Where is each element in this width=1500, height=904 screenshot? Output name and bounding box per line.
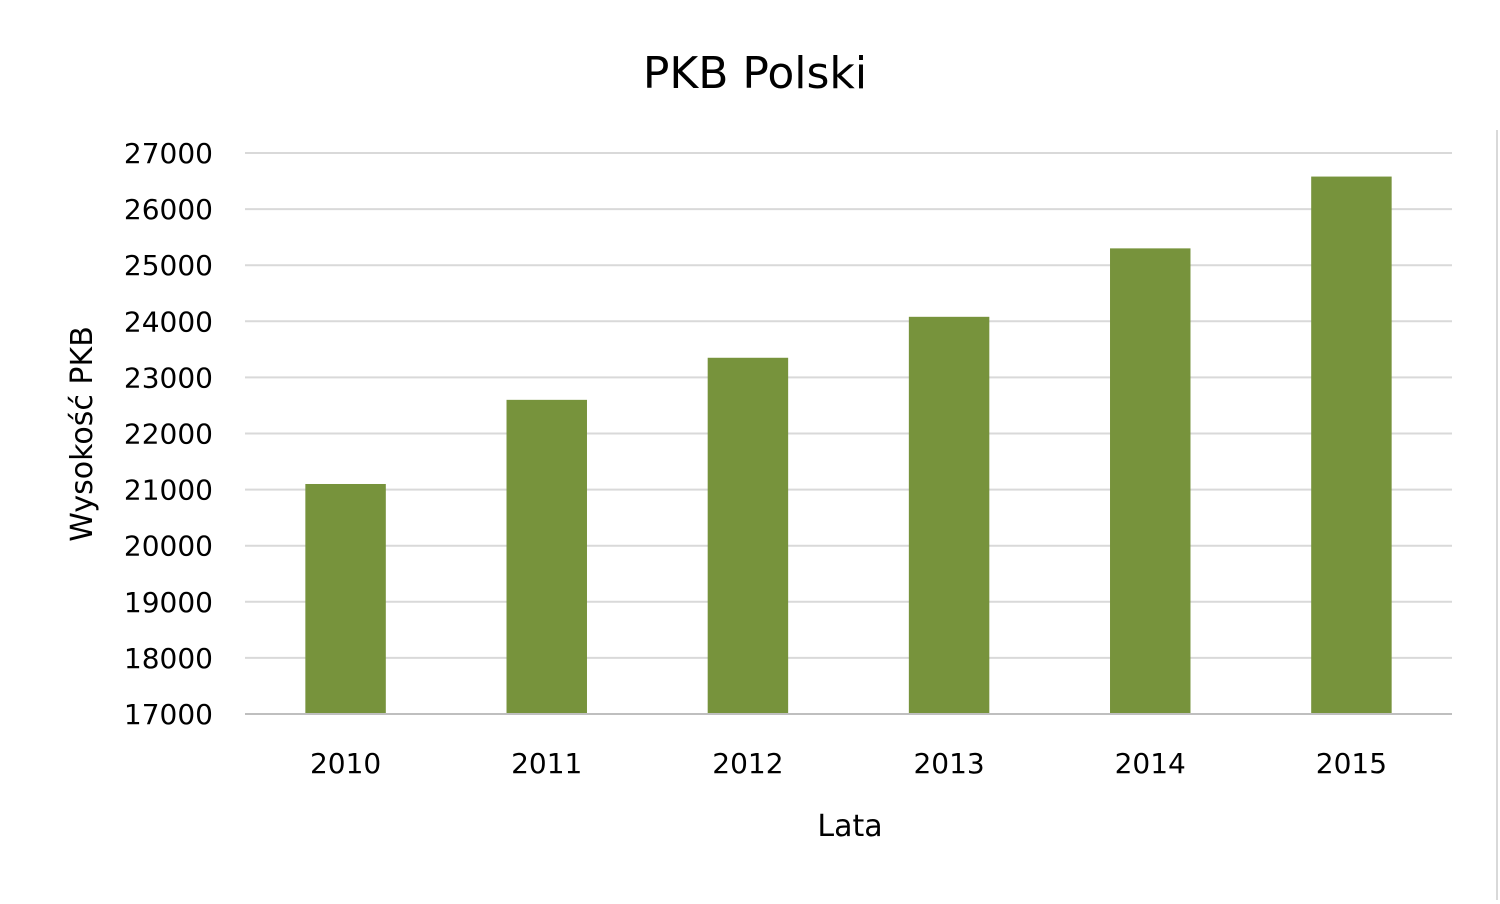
y-tick-label: 25000 xyxy=(124,249,213,282)
y-tick-labels: 17000 18000 19000 20000 21000 22000 23000 24000… xyxy=(124,137,213,731)
y-tick-label: 26000 xyxy=(124,193,213,226)
bar-2011 xyxy=(506,399,587,714)
x-tick-label: 2014 xyxy=(1115,747,1186,780)
y-axis-title: Wysokość PKB xyxy=(65,326,100,542)
bar-2014 xyxy=(1110,248,1191,714)
x-tick-label: 2013 xyxy=(913,747,984,780)
x-tick-label: 2010 xyxy=(310,747,381,780)
y-tick-label: 27000 xyxy=(124,137,213,170)
bars xyxy=(305,176,1392,714)
x-tick-label: 2012 xyxy=(712,747,783,780)
y-tick-label: 20000 xyxy=(124,530,213,563)
x-tick-label: 2015 xyxy=(1316,747,1387,780)
y-tick-label: 19000 xyxy=(124,586,213,619)
y-tick-label: 21000 xyxy=(124,474,213,507)
y-tick-label: 24000 xyxy=(124,305,213,338)
bar-2015 xyxy=(1311,176,1392,714)
chart-title: PKB Polski xyxy=(643,48,867,99)
x-tick-label: 2011 xyxy=(511,747,582,780)
bar-2010 xyxy=(305,483,386,714)
bar-2012 xyxy=(707,357,789,714)
y-tick-label: 17000 xyxy=(124,698,213,731)
x-tick-labels: 2010 2011 2012 2013 2014 2015 xyxy=(310,747,1387,780)
y-tick-label: 23000 xyxy=(124,361,213,394)
bar-2013 xyxy=(908,316,990,714)
y-tick-label: 22000 xyxy=(124,418,213,451)
x-axis-title: Lata xyxy=(817,809,882,844)
y-tick-label: 18000 xyxy=(124,642,213,675)
gridlines xyxy=(245,152,1452,659)
